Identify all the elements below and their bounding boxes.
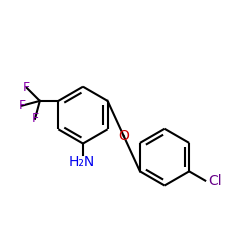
Text: O: O: [118, 129, 129, 143]
Text: F: F: [23, 81, 30, 94]
Text: Cl: Cl: [208, 174, 222, 188]
Text: H₂N: H₂N: [68, 155, 95, 169]
Text: F: F: [18, 99, 26, 112]
Text: F: F: [32, 112, 38, 125]
